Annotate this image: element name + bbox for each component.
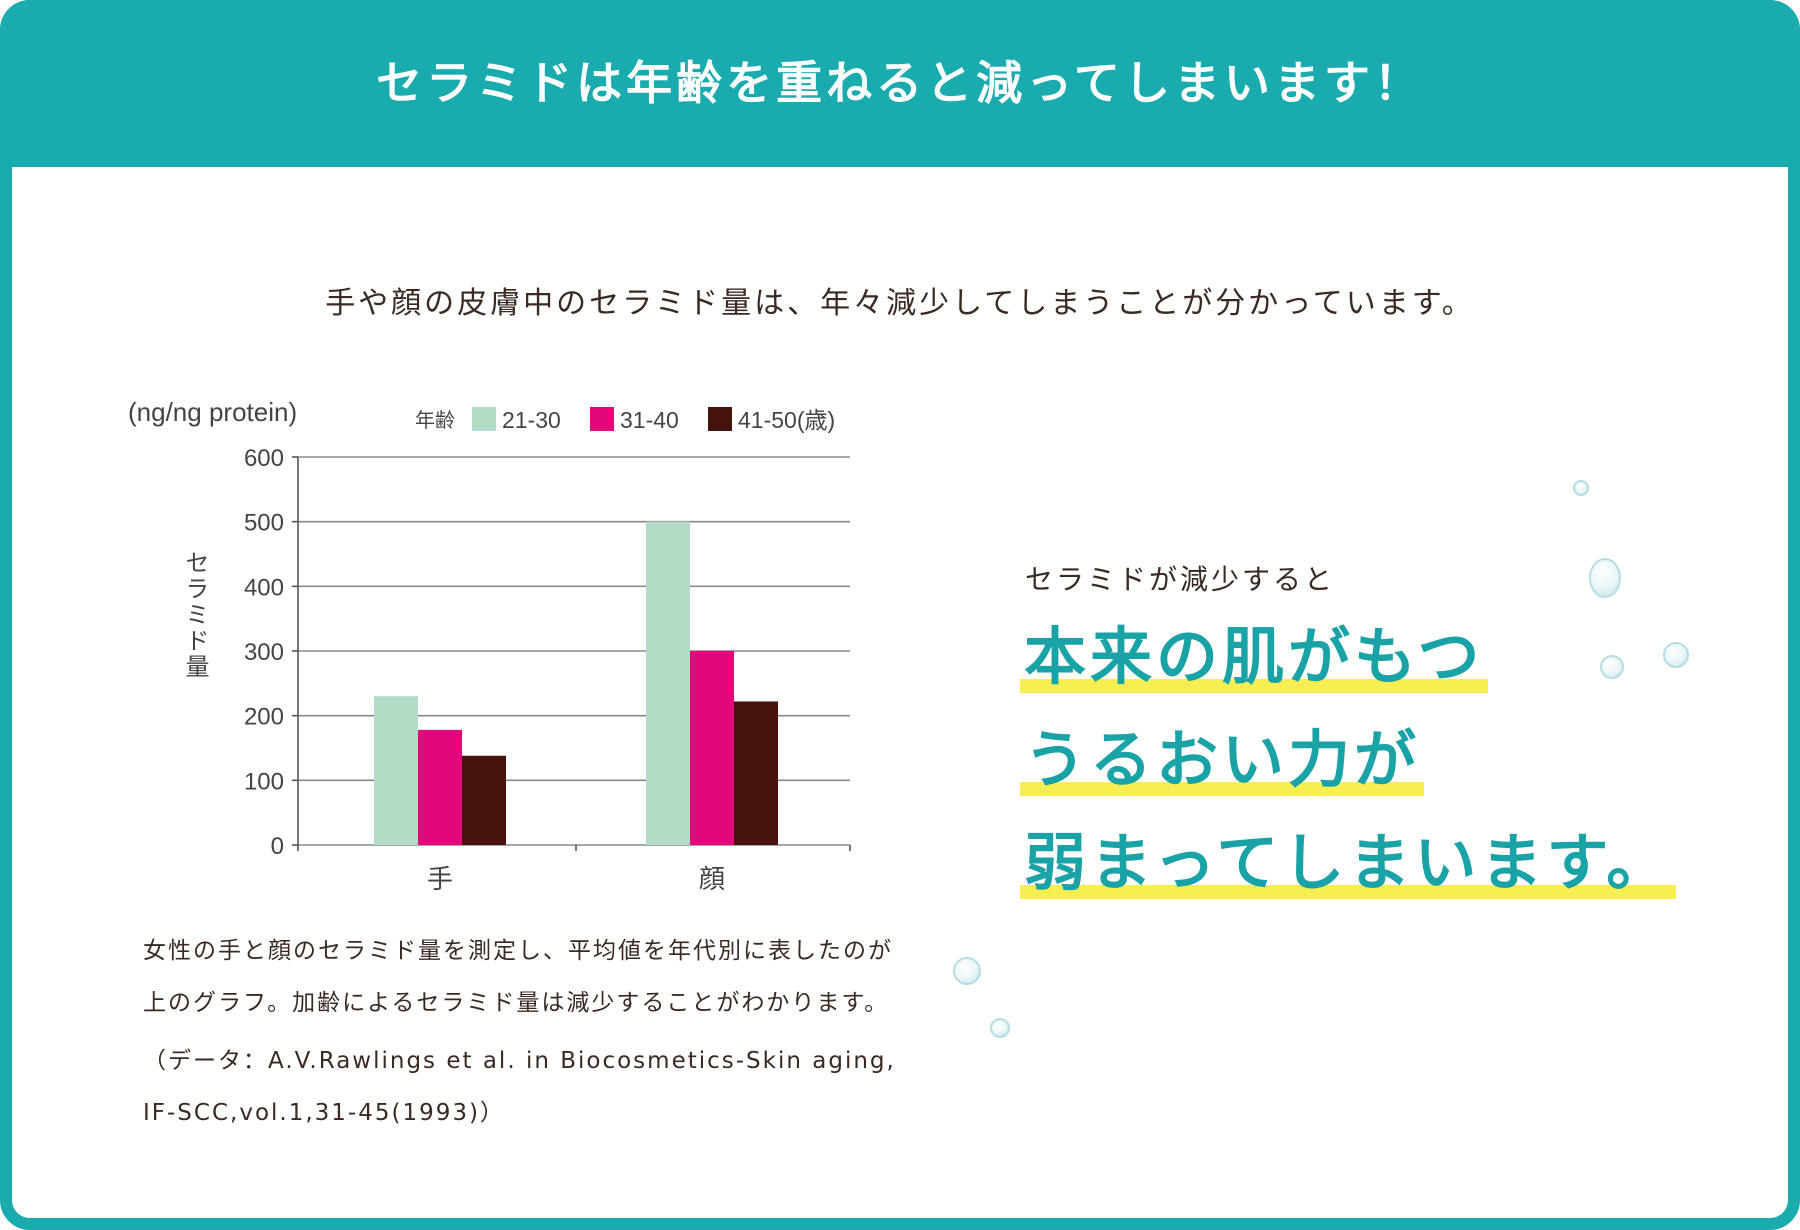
caption-source-2: IF-SCC,vol.1,31-45(1993)） (143, 1100, 505, 1126)
water-droplet (953, 957, 981, 985)
bar (462, 755, 506, 845)
x-tick-label: 手 (427, 865, 453, 895)
legend-label: 21-30 (502, 407, 561, 433)
water-droplet (990, 1018, 1010, 1038)
legend-label: 31-40 (620, 407, 679, 433)
y-tick-label: 600 (244, 445, 284, 472)
water-droplet (1589, 558, 1621, 598)
water-droplet (1663, 642, 1689, 668)
headline-line-2: うるおい力が (1020, 729, 1425, 796)
unit-label: (ng/ng protein) (128, 397, 297, 427)
water-droplet (1573, 480, 1589, 496)
y-tick-label: 100 (244, 768, 284, 795)
y-axis-label: セラミド量 (181, 550, 209, 680)
bar (734, 701, 778, 845)
legend-swatch (590, 407, 614, 431)
bar (690, 651, 734, 845)
side-lead-text: セラミドが減少すると (1025, 563, 1336, 596)
caption-line-2: 上のグラフ。加齢によるセラミド量は減少することがわかります。 (143, 990, 890, 1016)
legend-label: 41-50(歳) (738, 407, 835, 433)
header-banner (0, 0, 1800, 167)
legend-swatch (708, 407, 732, 431)
y-tick-label: 0 (271, 833, 284, 860)
legend-swatch (472, 407, 496, 431)
intro-text: 手や顔の皮膚中のセラミド量は、年々減少してしまうことが分かっています。 (325, 286, 1475, 321)
y-tick-label: 400 (244, 574, 284, 601)
banner-title: セラミドは年齢を重ねると減ってしまいます！ (376, 56, 1424, 110)
y-tick-label: 300 (244, 639, 284, 666)
bar (418, 729, 462, 845)
y-tick-label: 500 (244, 510, 284, 537)
y-tick-label: 200 (244, 704, 284, 731)
bar (374, 696, 418, 845)
bar (646, 521, 690, 845)
x-tick-label: 顔 (699, 865, 725, 895)
caption-source-1: （データ：A.V.Rawlings et al. in Biocosmetics… (143, 1048, 896, 1074)
ceramide-bar-chart: 0 100 200 300 400 500 600 (ng/ng protein) セラミド量 年… (128, 397, 851, 895)
legend-title: 年齢 (415, 408, 455, 432)
headline-line-1: 本来の肌がもつ (1020, 626, 1488, 693)
headline-line-3: 弱まってしまいます。 (1020, 832, 1677, 899)
caption-line-1: 女性の手と顔のセラミド量を測定し、平均値を年代別に表したのが (143, 938, 893, 964)
chart-caption: 女性の手と顔のセラミド量を測定し、平均値を年代別に表したのが 上のグラフ。加齢に… (143, 925, 903, 1139)
side-headline: 本来の肌がもつ うるおい力が 弱まってしまいます。 (1020, 620, 1677, 929)
water-droplet (1600, 655, 1624, 679)
